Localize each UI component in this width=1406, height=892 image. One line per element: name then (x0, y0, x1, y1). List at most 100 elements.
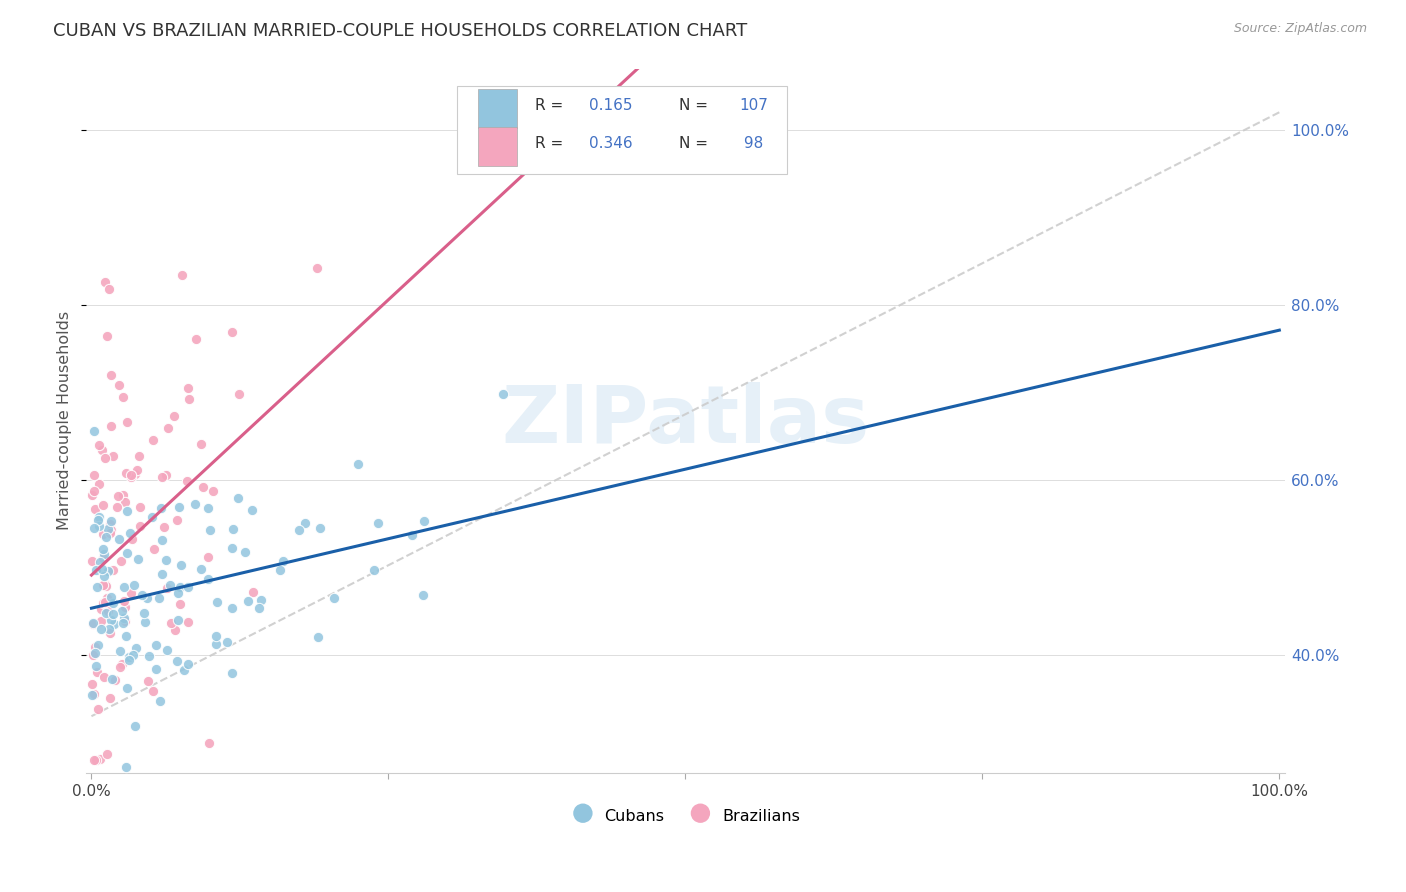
Point (91, 542, 114, 557)
Point (271, 554, 294, 568)
Point (167, 586, 190, 600)
Point (107, 532, 129, 546)
Point (98, 516, 121, 531)
Point (105, 500, 128, 514)
Point (170, 558, 193, 572)
Point (111, 391, 134, 405)
Text: R =: R = (536, 98, 568, 112)
Point (228, 386, 250, 401)
Point (177, 657, 200, 671)
Point (115, 504, 138, 518)
Point (112, 487, 135, 501)
Text: ZIPatlas: ZIPatlas (502, 382, 869, 459)
Point (162, 409, 184, 424)
Point (91, 596, 114, 610)
Point (197, 736, 219, 750)
Point (150, 500, 173, 515)
Point (121, 532, 143, 546)
Point (197, 549, 219, 564)
Point (205, 595, 228, 609)
Point (86, 513, 108, 527)
Point (97, 564, 120, 578)
Point (173, 663, 195, 677)
Point (112, 611, 135, 625)
Point (347, 457, 370, 471)
Text: 0.165: 0.165 (589, 98, 633, 112)
Point (363, 563, 385, 577)
Point (221, 325, 243, 339)
Point (190, 437, 212, 451)
Point (128, 500, 150, 514)
Point (118, 526, 141, 541)
Text: R =: R = (536, 136, 568, 151)
Point (118, 650, 141, 665)
Point (184, 332, 207, 346)
Point (90, 623, 112, 637)
Point (492, 387, 515, 401)
Point (83, 501, 105, 516)
Point (307, 261, 329, 276)
Point (80, 688, 103, 702)
Point (166, 654, 188, 668)
Point (198, 524, 221, 538)
Point (135, 591, 157, 605)
Point (156, 643, 179, 657)
Point (160, 616, 183, 631)
Point (191, 480, 214, 494)
Point (110, 554, 132, 568)
Point (98, 622, 121, 636)
Point (308, 521, 330, 535)
Point (89, 438, 111, 452)
Point (101, 450, 124, 464)
Point (91, 527, 114, 541)
Point (94, 577, 117, 591)
Point (94, 529, 117, 543)
Point (89, 752, 111, 766)
Point (93, 275, 115, 289)
Point (176, 474, 198, 488)
Point (86, 580, 108, 594)
Point (91, 578, 114, 592)
Point (83, 484, 105, 499)
Point (226, 491, 249, 505)
Point (83, 425, 105, 439)
Point (120, 470, 142, 484)
Point (87, 638, 110, 652)
Point (89, 555, 111, 569)
Point (84, 640, 107, 655)
Point (115, 415, 138, 429)
Point (145, 662, 167, 676)
Point (98, 526, 121, 541)
Point (100, 523, 122, 537)
Point (150, 470, 173, 484)
Point (87, 510, 110, 524)
Point (136, 673, 159, 688)
Point (100, 418, 122, 433)
Bar (478, 89, 517, 128)
Point (91, 442, 114, 457)
Point (238, 594, 260, 608)
Point (115, 466, 138, 480)
FancyBboxPatch shape (457, 87, 787, 174)
Point (240, 502, 263, 516)
Point (122, 648, 145, 662)
Point (169, 597, 191, 611)
Point (107, 489, 129, 503)
Point (94, 579, 117, 593)
Point (288, 524, 311, 538)
Point (101, 672, 124, 686)
Point (197, 501, 219, 516)
Point (242, 584, 264, 599)
Point (90, 602, 112, 616)
Point (87, 519, 110, 533)
Point (100, 368, 122, 383)
Point (127, 463, 149, 477)
Point (197, 572, 219, 586)
Point (100, 590, 122, 604)
Legend: Cubans, Brazilians: Cubans, Brazilians (571, 805, 800, 825)
Point (269, 563, 291, 577)
Point (114, 599, 136, 614)
Point (108, 659, 131, 673)
Point (247, 601, 270, 615)
Point (115, 760, 138, 774)
